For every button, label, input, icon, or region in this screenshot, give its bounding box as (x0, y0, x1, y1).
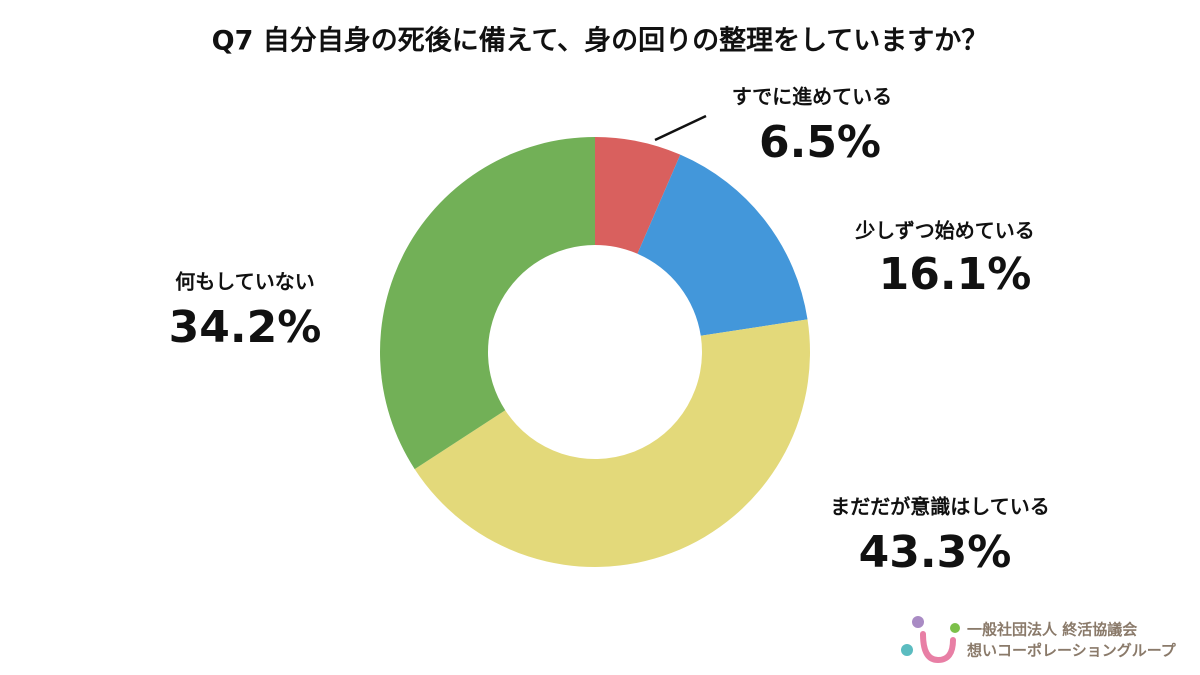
value-label: 43.3% (859, 527, 1012, 578)
value-label: 6.5% (759, 117, 881, 168)
slice-label: すでに進めている (732, 85, 892, 109)
slice-label: 何もしていない (175, 270, 314, 294)
slice (414, 319, 810, 567)
value-label: 34.2% (169, 302, 322, 353)
leader-line (654, 114, 707, 142)
value-label: 16.1% (879, 249, 1032, 300)
slice-label: まだだが意識はしている (830, 495, 1049, 519)
slice (595, 137, 681, 254)
chart-title: Q7 自分自身の死後に備えて、身の回りの整理をしていますか？ (212, 25, 989, 57)
slice (380, 137, 595, 470)
slice-label: 少しずつ始めている (854, 219, 1035, 243)
logo-mark (901, 616, 960, 664)
logo-text: 想いコーポレーショングループ (966, 642, 1177, 660)
slice (637, 154, 808, 336)
logo-text: 一般社団法人 終活協議会 (967, 621, 1137, 639)
